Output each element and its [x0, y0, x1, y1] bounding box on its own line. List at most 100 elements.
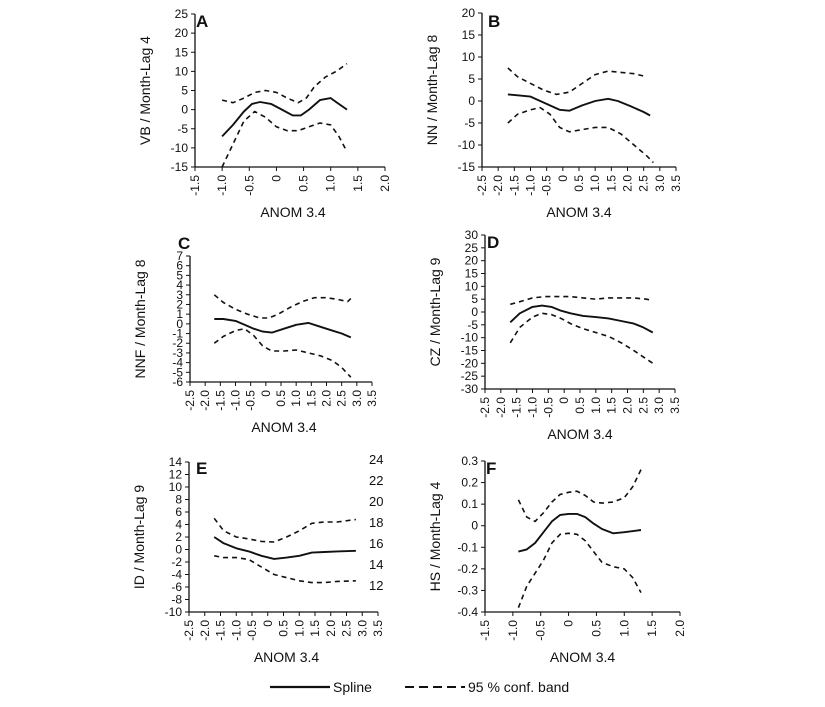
- x-tick-label: 1.5: [351, 175, 365, 192]
- x-tick-label: 0.5: [277, 620, 291, 637]
- y-tick-label: -6: [172, 375, 183, 389]
- conf-band-lower: [507, 106, 654, 164]
- x-tick-label: 2.5: [340, 620, 354, 637]
- x-tick-label: 3.0: [652, 397, 666, 414]
- x-tick-label: -2.0: [491, 175, 505, 196]
- y-tick-label: 20: [465, 254, 479, 268]
- x-tick-label: 0: [557, 397, 571, 404]
- y-tick-label: 6: [176, 259, 183, 273]
- x-tick-label: -1.0: [229, 620, 243, 641]
- x-tick-label: -2.5: [475, 175, 489, 196]
- spline-line: [214, 318, 352, 339]
- x-tick-label: -2.0: [494, 397, 508, 418]
- y-tick-label: 30: [465, 228, 479, 242]
- y-axis-label: VB / Month-Lag 4: [137, 36, 153, 145]
- spline-line: [507, 93, 651, 117]
- y-tick-label: 25: [175, 7, 189, 21]
- spline-line: [213, 536, 356, 560]
- y-tick-label: 5: [181, 84, 188, 98]
- x-tick-label: -0.5: [244, 390, 258, 411]
- x-tick-label: 1.0: [292, 620, 306, 637]
- x-tick-label: -0.5: [541, 397, 555, 418]
- y-axis-label: NNF / Month-Lag 8: [132, 259, 148, 378]
- y-tick-label: 7: [176, 249, 183, 263]
- y-tick-label: 8: [175, 493, 182, 507]
- panel-letter: F: [486, 459, 496, 478]
- legend-spline-label: Spline: [333, 679, 372, 695]
- x-tick-label: -0.5: [242, 175, 256, 196]
- y-axis-label: CZ / Month-Lag 9: [427, 257, 443, 366]
- y-tick-label: -0.2: [457, 562, 478, 576]
- y-tick-label: -15: [171, 160, 189, 174]
- conf-band-upper: [517, 469, 642, 523]
- y-tick-label: -5: [464, 116, 475, 130]
- y-tick-label: 4: [175, 518, 182, 532]
- y-tick-label: 5: [176, 268, 183, 282]
- y-tick-label: 2: [176, 297, 183, 311]
- y-tick-label: 10: [465, 279, 479, 293]
- x-tick-label: 2.5: [637, 175, 651, 192]
- panel-letter: D: [487, 233, 499, 252]
- x-tick-label: 3.5: [365, 390, 379, 407]
- y-tick-label: 2: [175, 530, 182, 544]
- x-tick-label: 1.5: [604, 175, 618, 192]
- x-tick-label: 2.5: [636, 397, 650, 414]
- y-tick-label: -25: [461, 369, 479, 383]
- x-tick-label: 1.0: [324, 175, 338, 192]
- x-tick-label: 1.0: [588, 175, 602, 192]
- y-tick-label: 0: [471, 305, 478, 319]
- y-tick-label: -0.1: [457, 540, 478, 554]
- y-tick-label: 0: [181, 103, 188, 117]
- x-tick-label: 0.5: [572, 175, 586, 192]
- y-tick-label: -20: [461, 356, 479, 370]
- y-tick-label: -10: [165, 605, 183, 619]
- spline-line: [221, 97, 348, 138]
- y-tick-label: 0.1: [461, 497, 478, 511]
- y-axis-label: NN / Month-Lag 8: [424, 35, 440, 146]
- y-tick-label: 0.2: [461, 476, 478, 490]
- panel-letter: B: [488, 12, 500, 31]
- x-tick-label: -0.5: [540, 175, 554, 196]
- y-tick-label: 15: [175, 45, 189, 59]
- y-tick-label: -30: [461, 382, 479, 396]
- y-tick-label: 15: [465, 267, 479, 281]
- x-tick-label: 3.0: [653, 175, 667, 192]
- panel-a: -15 -10 -5 0 5 10 15 20 25 -1.5 -1.0 -0.5 0 0.5 1.0 1.5…: [137, 7, 392, 220]
- x-axis-label: ANOM 3.4: [547, 426, 613, 442]
- x-tick-label: 3.0: [350, 390, 364, 407]
- x-tick-label: -2.5: [478, 397, 492, 418]
- y-tick-label: 1: [176, 307, 183, 321]
- x-tick-label: 0.5: [274, 390, 288, 407]
- x-tick-label: -0.5: [534, 620, 548, 641]
- x-tick-label: 0.5: [297, 175, 311, 192]
- right-y-tick-label: 22: [369, 473, 383, 488]
- right-y-tick-label: 24: [369, 452, 383, 467]
- y-axis-label: ID / Month-Lag 9: [131, 485, 147, 589]
- x-tick-label: -1.5: [510, 397, 524, 418]
- x-tick-label: -2.5: [182, 620, 196, 641]
- conf-band-lower: [509, 312, 654, 364]
- y-tick-label: 0: [176, 317, 183, 331]
- x-tick-label: -1.0: [229, 390, 243, 411]
- y-tick-label: 0.3: [461, 454, 478, 468]
- y-tick-label: 3: [176, 288, 183, 302]
- right-y-tick-label: 16: [369, 536, 383, 551]
- x-tick-label: -1.5: [188, 175, 202, 196]
- y-tick-label: 10: [462, 50, 476, 64]
- right-y-tick-label: 20: [369, 494, 383, 509]
- y-tick-label: -2: [172, 336, 183, 350]
- x-tick-label: -2.0: [198, 620, 212, 641]
- y-tick-label: 25: [465, 241, 479, 255]
- x-tick-label: 1.5: [645, 620, 659, 637]
- x-tick-label: 1.5: [605, 397, 619, 414]
- x-tick-label: -0.5: [245, 620, 259, 641]
- x-axis-label: ANOM 3.4: [260, 204, 326, 220]
- x-tick-label: -2.0: [198, 390, 212, 411]
- x-tick-label: 2.0: [621, 175, 635, 192]
- x-tick-label: 3.5: [371, 620, 385, 637]
- x-tick-label: 1.5: [304, 390, 318, 407]
- y-tick-label: -1: [172, 327, 183, 341]
